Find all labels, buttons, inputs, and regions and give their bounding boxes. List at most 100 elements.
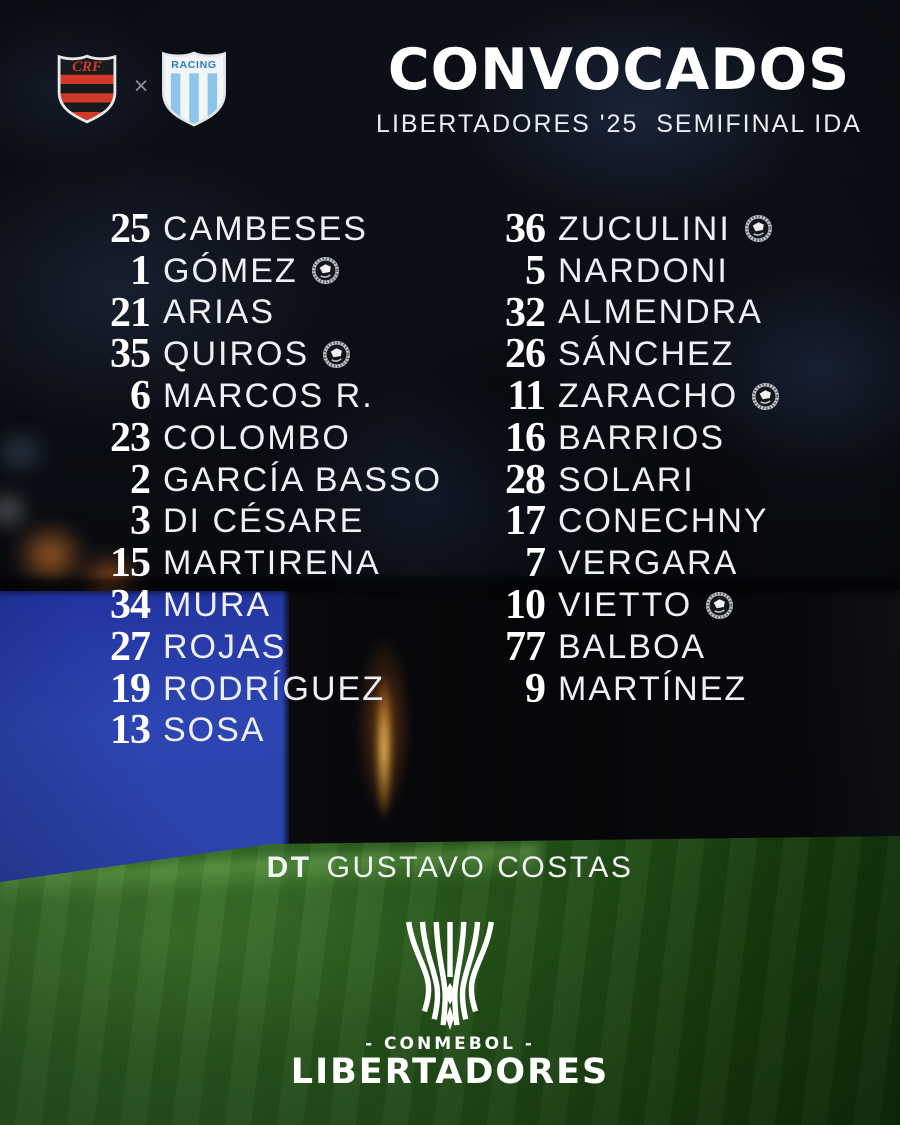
player-name: ALMENDRA	[558, 293, 763, 332]
racing-crest-icon: RACING	[160, 45, 228, 133]
coach-line: DT GUSTAVO COSTAS	[0, 853, 900, 883]
player-name: ZUCULINI	[558, 209, 731, 248]
player-row: 7 VERGARA	[453, 542, 780, 584]
player-row: 32 ALMENDRA	[453, 292, 780, 334]
player-row: 11 ZARACHO	[453, 375, 780, 417]
ball-badge-icon	[744, 214, 773, 243]
player-number: 35	[110, 331, 151, 378]
player-row: 3 DI CÉSARE	[58, 498, 442, 545]
player-number: 6	[130, 373, 151, 420]
ball-badge-icon	[311, 256, 340, 285]
player-number: 36	[505, 205, 546, 252]
player-name: MARTIRENA	[163, 544, 381, 583]
player-row: 9 MARTÍNEZ	[453, 668, 780, 710]
racing-crest-label: RACING	[171, 59, 217, 71]
player-row: 26 SÁNCHEZ	[453, 333, 780, 375]
player-name: ZARACHO	[558, 377, 739, 416]
squad-column-left: 25 CAMBESES 1 GÓMEZ 21 ARIAS 35 QUIROS 6 MARCOS R…	[58, 208, 442, 754]
board-top-seam	[0, 578, 900, 593]
conmebol-label: - CONMEBOL -	[365, 1034, 535, 1054]
trophy-glow-light	[336, 598, 432, 838]
competition-label: LIBERTADORES	[290, 1052, 610, 1092]
player-number: 13	[110, 707, 151, 754]
player-row: 34 MURA	[58, 584, 442, 626]
ball-badge-icon	[705, 591, 734, 620]
player-row: 2 GARCÍA BASSO	[58, 459, 442, 501]
player-name: COLOMBO	[163, 418, 351, 457]
player-name: ROJAS	[163, 627, 287, 666]
squad-column-right: 36 ZUCULINI 5 NARDONI 32 ALMENDRA 26 SÁNCHEZ 11 Z…	[453, 208, 780, 710]
player-number: 3	[130, 498, 151, 545]
flamengo-crest-icon: CRF	[56, 47, 118, 131]
led-board-blue	[0, 591, 289, 883]
player-row: 13 SOSA	[58, 707, 442, 754]
player-name: GÓMEZ	[163, 251, 298, 290]
player-row: 77 BALBOA	[453, 626, 780, 668]
versus-symbol: ×	[133, 72, 149, 100]
header-titles: CONVOCADOS LIBERTADORES '25 SEMIFINAL ID…	[368, 42, 870, 137]
player-row: 25 CAMBESES	[58, 208, 442, 250]
player-number: 23	[110, 414, 151, 461]
player-name: SOLARI	[558, 460, 695, 499]
player-name: QUIROS	[163, 335, 310, 374]
player-number: 34	[110, 582, 151, 629]
page-title: CONVOCADOS	[387, 37, 851, 103]
player-name: GARCÍA BASSO	[163, 460, 443, 499]
player-row: 35 QUIROS	[58, 333, 442, 375]
player-number: 7	[525, 540, 546, 587]
player-row: 16 BARRIOS	[453, 417, 780, 459]
player-row: 5 NARDONI	[453, 250, 780, 292]
player-row: 10 VIETTO	[453, 584, 780, 626]
player-name: NARDONI	[558, 251, 729, 290]
player-number: 19	[110, 665, 151, 712]
player-name: MURA	[163, 586, 272, 625]
player-row: 23 COLOMBO	[58, 417, 442, 459]
player-number: 27	[110, 623, 151, 670]
player-name: SOSA	[163, 711, 266, 750]
player-number: 10	[505, 582, 546, 629]
player-number: 17	[505, 498, 546, 545]
ball-badge-icon	[322, 340, 351, 369]
player-row: 15 MARTIRENA	[58, 542, 442, 584]
player-row: 36 ZUCULINI	[453, 208, 780, 250]
player-name: BALBOA	[558, 627, 707, 666]
player-number: 32	[505, 289, 546, 336]
page-subtitle: LIBERTADORES '25 SEMIFINAL IDA	[376, 110, 862, 138]
player-name: DI CÉSARE	[163, 502, 365, 541]
player-name: VIETTO	[558, 586, 693, 625]
player-name: RODRÍGUEZ	[163, 669, 385, 708]
libertadores-trophy-icon	[392, 920, 508, 1032]
player-number: 1	[130, 247, 151, 294]
coach-name: GUSTAVO COSTAS	[326, 851, 634, 884]
player-number: 21	[110, 289, 151, 336]
player-row: 28 SOLARI	[453, 459, 780, 501]
player-name: CONECHNY	[558, 502, 769, 541]
player-name: VERGARA	[558, 544, 739, 583]
player-name: ARIAS	[163, 293, 276, 332]
flamengo-monogram: CRF	[72, 59, 102, 75]
player-number: 15	[110, 540, 151, 587]
ball-badge-icon	[751, 382, 780, 411]
player-row: 19 RODRÍGUEZ	[58, 668, 442, 710]
player-name: BARRIOS	[558, 418, 726, 457]
player-number: 2	[130, 456, 151, 503]
pitch-grass	[0, 836, 900, 1125]
player-number: 26	[505, 331, 546, 378]
player-row: 27 ROJAS	[58, 626, 442, 668]
player-name: SÁNCHEZ	[558, 335, 735, 374]
player-row: 1 GÓMEZ	[58, 250, 442, 292]
player-row: 21 ARIAS	[58, 292, 442, 334]
player-number: 28	[505, 456, 546, 503]
player-row: 17 CONECHNY	[453, 498, 780, 545]
player-number: 9	[525, 665, 546, 712]
coach-label: DT	[266, 851, 312, 884]
player-name: CAMBESES	[163, 209, 368, 248]
player-number: 77	[505, 623, 546, 670]
player-number: 25	[110, 205, 151, 252]
player-row: 6 MARCOS R.	[58, 375, 442, 417]
player-number: 11	[507, 373, 546, 420]
player-number: 16	[505, 414, 546, 461]
player-name: MARTÍNEZ	[558, 669, 748, 708]
player-number: 5	[525, 247, 546, 294]
